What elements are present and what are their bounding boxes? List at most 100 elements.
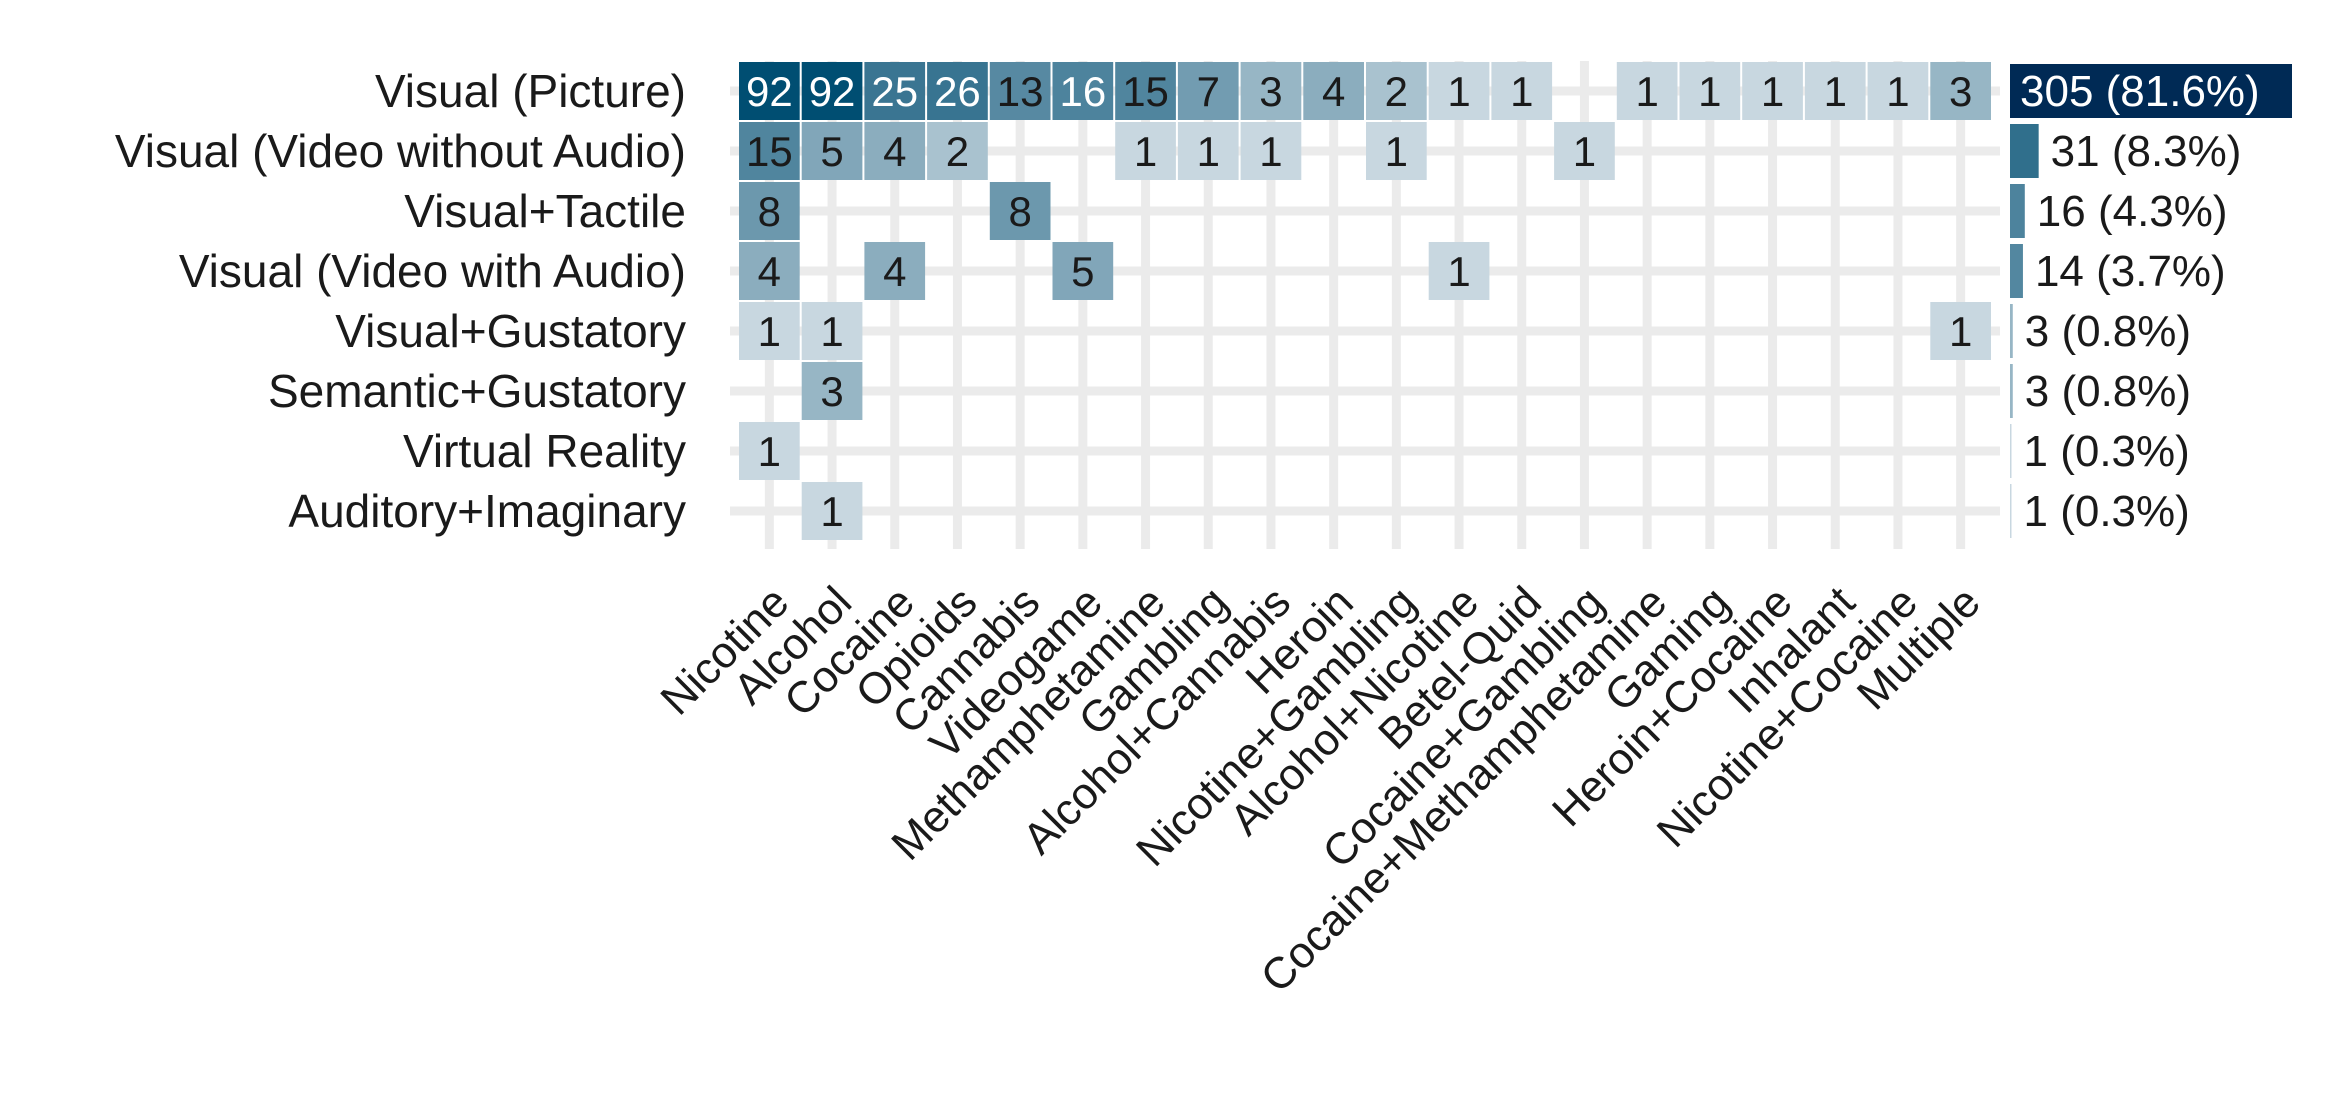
cell-value-label: 13 — [997, 68, 1044, 115]
heatmap-cell — [1240, 62, 1302, 120]
row-label: Semantic+Gustatory — [268, 365, 686, 417]
heatmap-cell — [1177, 122, 1239, 180]
heatmap-cell — [739, 122, 800, 180]
cell-value-label: 8 — [758, 188, 781, 235]
row-total-bar — [2010, 364, 2013, 418]
row-total-label: 14 (3.7%) — [2035, 247, 2226, 296]
heatmap-cell — [1177, 62, 1239, 120]
cell-value-label: 1 — [758, 428, 781, 475]
heatmap-cell — [1930, 62, 1991, 120]
row-total-label: 3 (0.8%) — [2025, 367, 2191, 416]
row-total-label: 31 (8.3%) — [2051, 127, 2242, 176]
cell-value-label: 5 — [1071, 248, 1094, 295]
row-total-bar — [2010, 244, 2023, 298]
heatmap-cell — [1930, 302, 1991, 360]
row-total-bar — [2010, 304, 2013, 358]
heatmap-cell — [739, 242, 800, 300]
row-label: Virtual Reality — [403, 425, 686, 477]
row-total-bar — [2010, 484, 2012, 538]
row-label: Visual (Picture) — [375, 65, 686, 117]
heatmap-cell — [739, 182, 800, 240]
heatmap-cell — [1804, 62, 1866, 120]
row-label: Visual+Tactile — [404, 185, 686, 237]
heatmap-cell — [1052, 242, 1114, 300]
heatmap-cell — [864, 62, 926, 120]
heatmap-cell — [927, 62, 988, 120]
cell-value-label: 26 — [934, 68, 981, 115]
cell-value-label: 1 — [1510, 68, 1533, 115]
row-label: Auditory+Imaginary — [288, 485, 686, 537]
cell-value-label: 1 — [820, 308, 843, 355]
heatmap-cell — [801, 302, 863, 360]
heatmap-cell — [989, 182, 1051, 240]
heatmap-cell — [1115, 122, 1176, 180]
cell-value-label: 1 — [1197, 128, 1220, 175]
cell-value-label: 25 — [871, 68, 918, 115]
heatmap-cell — [801, 362, 863, 420]
row-total-bar — [2010, 64, 2292, 118]
cell-value-label: 1 — [1447, 248, 1470, 295]
heatmap-cell — [989, 62, 1051, 120]
heatmap-cell — [1366, 122, 1427, 180]
heatmap-cell — [927, 122, 988, 180]
cell-value-label: 8 — [1008, 188, 1031, 235]
cell-value-label: 1 — [1635, 68, 1658, 115]
cell-value-label: 2 — [1385, 68, 1408, 115]
row-total-bar — [2010, 424, 2012, 478]
heatmap-cell — [1491, 62, 1553, 120]
cell-value-label: 1 — [1886, 68, 1909, 115]
cell-value-label: 1 — [1698, 68, 1721, 115]
heatmap-cell — [864, 122, 926, 180]
heatmap-cell — [1052, 62, 1114, 120]
row-total-label: 1 (0.3%) — [2024, 487, 2190, 536]
cell-value-label: 7 — [1197, 68, 1220, 115]
cell-value-label: 92 — [746, 68, 793, 115]
row-label: Visual+Gustatory — [335, 305, 686, 357]
cell-value-label: 1 — [820, 488, 843, 535]
heatmap-cell — [1428, 242, 1490, 300]
heatmap-cell — [801, 62, 863, 120]
cell-value-label: 1 — [1573, 128, 1596, 175]
heatmap-cell — [739, 62, 800, 120]
heatmap-cell — [801, 122, 863, 180]
row-total-label: 305 (81.6%) — [2020, 67, 2260, 116]
cell-value-label: 4 — [1322, 68, 1345, 115]
grid-layer — [730, 61, 2000, 549]
cell-value-label: 3 — [1949, 68, 1972, 115]
cell-value-label: 1 — [1385, 128, 1408, 175]
row-labels-layer: Visual (Picture) Visual (Video without Au… — [115, 65, 686, 537]
cell-value-label: 15 — [1122, 68, 1169, 115]
cell-value-label: 1 — [1761, 68, 1784, 115]
cell-value-label: 1 — [1134, 128, 1157, 175]
cell-value-label: 1 — [1447, 68, 1470, 115]
cell-value-label: 3 — [1259, 68, 1282, 115]
cell-value-label: 1 — [1259, 128, 1282, 175]
cell-value-label: 1 — [1949, 308, 1972, 355]
heatmap-cell — [1867, 62, 1929, 120]
cell-value-label: 3 — [820, 368, 843, 415]
heatmap-cell — [1240, 122, 1302, 180]
heatmap-cell — [1679, 62, 1741, 120]
cells-layer: 92 92 25 26 13 16 15 7 3 4 2 1 1 1 1 1 1 1 315 5 4 2 1 1 1 1 18 84 4… — [739, 62, 1991, 540]
heatmap-cell — [1366, 62, 1427, 120]
heatmap-cell — [1554, 122, 1615, 180]
heatmap-cell — [739, 302, 800, 360]
row-label: Visual (Video without Audio) — [115, 125, 686, 177]
cell-value-label: 5 — [820, 128, 843, 175]
row-label: Visual (Video with Audio) — [179, 245, 686, 297]
cell-value-label: 1 — [1824, 68, 1847, 115]
cell-value-label: 4 — [883, 248, 906, 295]
cell-value-label: 4 — [883, 128, 906, 175]
cell-value-label: 1 — [758, 308, 781, 355]
row-total-label: 1 (0.3%) — [2024, 427, 2190, 476]
cell-value-label: 4 — [758, 248, 781, 295]
cell-value-label: 15 — [746, 128, 793, 175]
row-total-bar — [2010, 124, 2039, 178]
heatmap-cell — [1428, 62, 1490, 120]
cell-value-label: 92 — [809, 68, 856, 115]
heatmap-cell — [1303, 62, 1364, 120]
row-total-label: 3 (0.8%) — [2025, 307, 2191, 356]
row-total-label: 16 (4.3%) — [2037, 187, 2228, 236]
